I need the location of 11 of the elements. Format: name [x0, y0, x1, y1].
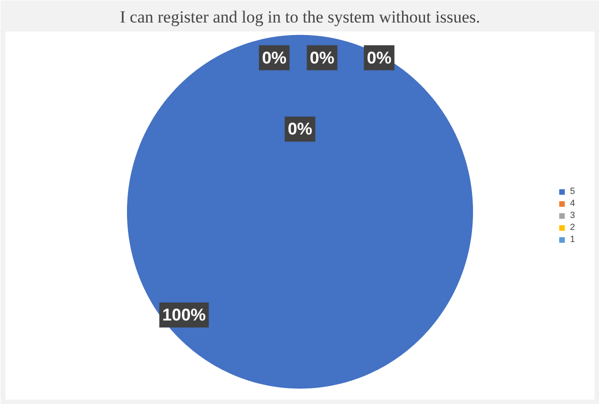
text: 0% [288, 120, 312, 139]
legend-label: 3 [570, 210, 576, 220]
data-label: 100% [162, 306, 206, 325]
legend-label: 5 [570, 186, 576, 196]
text: 0% [262, 48, 287, 68]
text: 0% [310, 48, 334, 68]
legend-label: 4 [570, 198, 576, 208]
legend-label: 1 [570, 234, 576, 244]
legend-label: 2 [570, 222, 576, 232]
text: 0% [366, 48, 392, 68]
chart-title: I can register and log in to the system without issues. [120, 8, 480, 26]
